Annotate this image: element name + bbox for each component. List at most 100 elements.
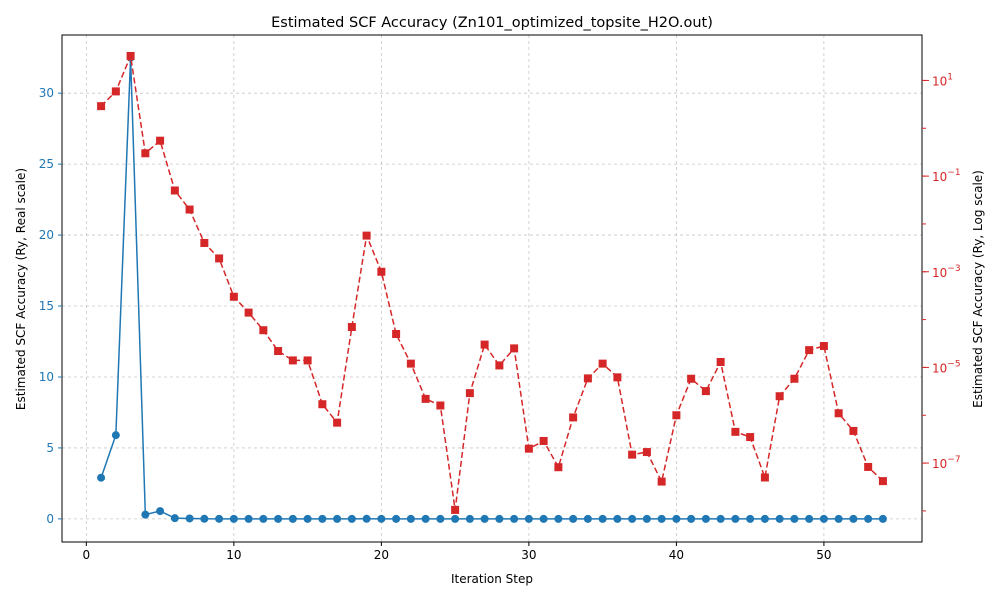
data-point-real-scale — [170, 514, 179, 523]
x-axis-label: Iteration Step — [451, 572, 533, 586]
data-point-real-scale — [141, 510, 150, 519]
chart-title: Estimated SCF Accuracy (Zn101_optimized_… — [271, 15, 713, 31]
x-tick-label: 40 — [669, 548, 684, 562]
data-point-log-scale — [731, 427, 740, 436]
data-point-real-scale — [200, 514, 209, 523]
data-point-log-scale — [819, 342, 828, 351]
data-point-real-scale — [731, 514, 740, 523]
y-right-tick-label: 10−5 — [932, 359, 961, 375]
x-tick-label: 10 — [226, 548, 241, 562]
data-point-log-scale — [864, 462, 873, 471]
y-axis-left-label: Estimated SCF Accuracy (Ry, Real scale) — [14, 168, 28, 410]
data-point-log-scale — [613, 373, 622, 382]
data-point-real-scale — [111, 431, 120, 440]
data-point-log-scale — [834, 409, 843, 418]
y-left-tick-label: 25 — [39, 157, 54, 171]
data-point-log-scale — [244, 308, 253, 317]
data-point-log-scale — [215, 254, 224, 263]
data-point-log-scale — [318, 400, 327, 409]
data-point-real-scale — [628, 514, 637, 523]
data-point-real-scale — [687, 514, 696, 523]
data-point-real-scale — [672, 514, 681, 523]
grid-layer — [62, 35, 922, 542]
data-point-log-scale — [495, 361, 504, 370]
data-point-real-scale — [642, 514, 651, 523]
data-point-log-scale — [628, 450, 637, 459]
axes-layer: 0 10 20 30 40 50 0 5 10 15 20 25 30 101 10−1 10−3 10−5 10… — [39, 34, 961, 562]
series-layer — [97, 51, 887, 523]
data-point-log-scale — [229, 292, 238, 301]
data-point-real-scale — [318, 514, 327, 523]
data-point-log-scale — [480, 340, 489, 349]
data-point-log-scale — [790, 374, 799, 383]
data-point-log-scale — [775, 392, 784, 401]
data-point-real-scale — [333, 514, 342, 523]
data-point-real-scale — [657, 514, 666, 523]
data-point-real-scale — [259, 514, 268, 523]
data-point-log-scale — [760, 473, 769, 482]
data-point-real-scale — [377, 514, 386, 523]
data-point-real-scale — [303, 514, 312, 523]
data-point-real-scale — [569, 514, 578, 523]
data-point-real-scale — [436, 514, 445, 523]
data-point-log-scale — [642, 448, 651, 457]
data-point-real-scale — [819, 514, 828, 523]
data-point-real-scale — [288, 514, 297, 523]
data-point-real-scale — [362, 514, 371, 523]
data-point-real-scale — [864, 514, 873, 523]
data-point-real-scale — [746, 514, 755, 523]
data-point-real-scale — [495, 514, 504, 523]
y-right-tick-label: 101 — [932, 72, 953, 88]
y-right-tick-label: 10−7 — [932, 455, 961, 471]
series-line-log-scale — [100, 53, 884, 511]
data-point-log-scale — [539, 436, 548, 445]
data-point-log-scale — [97, 102, 106, 111]
y-left-tick-label: 5 — [46, 441, 54, 455]
data-point-real-scale — [775, 514, 784, 523]
data-point-log-scale — [377, 267, 386, 276]
plot-frame — [61, 34, 923, 543]
data-point-real-scale — [613, 514, 622, 523]
data-point-log-scale — [170, 186, 179, 195]
data-point-log-scale — [362, 231, 371, 240]
data-point-real-scale — [244, 514, 253, 523]
data-point-log-scale — [554, 463, 563, 472]
data-point-real-scale — [701, 514, 710, 523]
data-point-log-scale — [185, 205, 194, 214]
data-point-real-scale — [539, 514, 548, 523]
data-point-real-scale — [451, 514, 460, 523]
y-left-tick-label: 10 — [39, 370, 54, 384]
data-point-real-scale — [274, 514, 283, 523]
y-right-tick-label: 10−3 — [932, 264, 961, 280]
data-point-log-scale — [569, 413, 578, 422]
data-point-log-scale — [421, 394, 430, 403]
data-point-real-scale — [805, 514, 814, 523]
data-point-log-scale — [583, 374, 592, 383]
data-point-real-scale — [878, 514, 887, 523]
series-line-real-scale — [100, 57, 883, 520]
data-point-log-scale — [259, 326, 268, 335]
data-point-real-scale — [524, 514, 533, 523]
data-point-log-scale — [303, 356, 312, 365]
data-point-real-scale — [760, 514, 769, 523]
data-point-log-scale — [406, 359, 415, 368]
data-point-log-scale — [126, 51, 135, 60]
data-point-log-scale — [746, 433, 755, 442]
data-point-real-scale — [347, 514, 356, 523]
data-point-real-scale — [834, 514, 843, 523]
data-point-log-scale — [849, 426, 858, 435]
data-point-real-scale — [598, 514, 607, 523]
y-left-tick-label: 20 — [39, 228, 54, 242]
data-point-real-scale — [156, 507, 165, 516]
y-right-tick-label: 10−1 — [932, 168, 961, 184]
data-point-real-scale — [215, 514, 224, 523]
data-point-log-scale — [111, 87, 120, 96]
data-point-log-scale — [524, 444, 533, 453]
data-point-log-scale — [701, 387, 710, 396]
data-point-log-scale — [274, 347, 283, 356]
data-point-log-scale — [288, 356, 297, 365]
y-axis-right-label: Estimated SCF Accuracy (Ry, Log scale) — [971, 170, 985, 408]
data-point-log-scale — [510, 344, 519, 353]
data-point-log-scale — [333, 418, 342, 427]
